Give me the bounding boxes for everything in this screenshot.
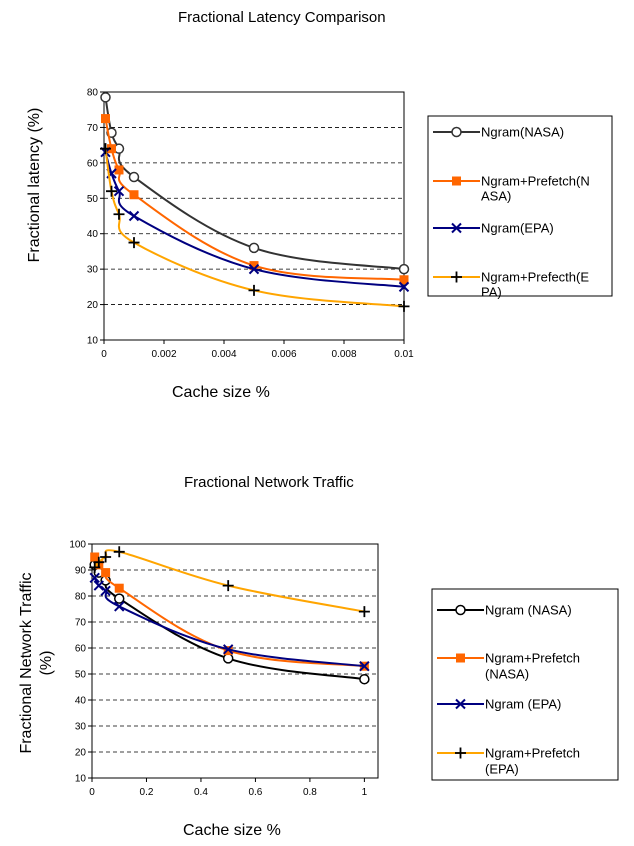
chart1-title: Fractional Latency Comparison [178,9,386,26]
chart2-y-tick-label: 10 [75,774,87,785]
chart1-series-line-2 [104,118,405,281]
chart1-legend-label: ASA) [481,189,511,204]
chart1-series-3-point [248,263,260,275]
chart1-x-tick-label: 0.002 [151,349,176,360]
chart1-y-tick-label: 10 [87,336,99,347]
chart1-series-2-point [114,165,124,175]
chart1-x-tick-label: 0.01 [394,349,414,360]
chart2-series-line-4 [93,549,365,613]
chart1-series-1-point [128,171,140,183]
chart1-legend-label: PA) [481,285,502,300]
chart2-series-1-point [222,653,234,664]
chart2-x-axis-label: Cache size % [183,822,281,839]
chart1-series-2-point [129,190,139,200]
chart1-series-4-point [128,237,140,249]
chart1-x-tick-label: 0 [101,349,107,360]
chart2-series-4-point [358,606,370,618]
chart2-y-tick-label: 60 [75,644,87,655]
chart2-y-tick-label: 70 [75,618,87,629]
chart1-y-tick-label: 40 [87,229,99,240]
chart1-series-2-point [399,275,409,285]
chart2-legend-label: Ngram+Prefetch [485,651,580,666]
chart2-x-tick-label: 0.8 [303,787,317,798]
chart2-series-3-point [89,572,100,584]
chart2-legend-label: Ngram+Prefetch [485,746,580,761]
chart2-y-tick-label: 30 [75,722,87,733]
chart2-series-3-point [359,660,370,672]
chart2-series-4-point [222,580,234,592]
chart2-legend-marker [456,653,465,663]
chart2-series-4-point [100,551,112,563]
chart2-x-tick-label: 0 [89,787,95,798]
chart2-series-3-point [114,601,125,612]
chart1-y-tick-label: 50 [87,194,99,205]
chart1-y-tick-label: 20 [87,300,99,311]
chart1-series-4-point [106,185,117,197]
chart2-legend-label: (NASA) [485,667,529,682]
chart1-series-4-point [113,208,125,220]
chart2-y-tick-label: 50 [75,670,87,681]
chart2-x-tick-label: 0.4 [194,787,208,798]
chart2-title: Fractional Network Traffic [184,474,354,491]
chart1-legend-box [427,115,613,297]
chart2-series-4-point [113,546,125,558]
chart1-legend-marker [452,176,461,186]
chart1-series-1-point [398,263,410,275]
chart1-series-1-point [100,92,111,103]
chart2-y-tick-label: 20 [75,748,87,759]
chart1-legend-label: Ngram+Prefetch(N [481,174,590,189]
chart2-y-tick-label: 80 [75,592,87,603]
chart1-series-1-point [248,242,260,254]
chart1-legend-marker [451,126,462,138]
chart2-y-tick-label: 40 [75,696,87,707]
chart2: 10 20 30 40 50 60 70 80 90 100 0 0.2 0.4 0.6 0.8 1 Ngram… [69,540,619,798]
chart1-y-tick-label: 30 [87,265,99,276]
chart1-x-tick-label: 0.004 [211,349,236,360]
chart2-series-3-point [100,585,111,597]
chart2-series-2-point [90,552,100,562]
chart2-series-1-point [359,673,370,685]
chart2-y-tick-label: 90 [75,566,87,577]
chart2-series-3-point [93,580,105,591]
chart1-series-2-point [249,261,259,271]
chart1-series-2-point [107,144,116,154]
chart1-series-4-point [398,300,410,312]
chart2-x-tick-label: 1 [362,787,368,798]
chart2-series-2-point [101,568,111,578]
chart1-x-axis-label: Cache size % [172,384,270,401]
chart1-series-3-point [398,281,410,293]
chart2-legend-marker [455,604,466,616]
chart2-legend-box [431,588,619,781]
chart1-legend-marker [451,222,462,234]
chart1-y-tick-label: 70 [87,123,99,134]
chart1-legend-label: Ngram+Prefecth(E [481,270,589,285]
chart1-series-2-point [101,114,110,124]
chart2-y-tick-label: 100 [69,540,86,551]
chart1-legend-label: Ngram(NASA) [481,125,564,140]
chart1-series-4-point [100,143,111,155]
chart1-x-tick-label: 0.008 [331,349,356,360]
chart2-legend-marker [455,747,466,759]
chart2-x-tick-label: 0.2 [140,787,154,798]
chart2-legend-marker [455,698,466,710]
chart1-series-4-point [248,284,260,296]
chart2-legend-label: Ngram (EPA) [485,697,561,712]
chart1-legend-label: Ngram(EPA) [481,221,554,236]
chart2-series-4-point [93,556,105,568]
chart1-x-tick-label: 0.006 [271,349,296,360]
chart2-legend-label: Ngram (NASA) [485,603,572,618]
chart2-legend-label: (EPA) [485,762,519,777]
chart1-series-3-point [128,210,140,222]
chart2-x-tick-label: 0.6 [248,787,262,798]
chart1-y-tick-label: 60 [87,158,99,169]
chart1-y-tick-label: 80 [87,88,99,99]
chart2-series-3-point [222,644,234,655]
chart1-series-3-point [113,185,125,197]
chart2-series-2-point [114,583,124,593]
chart1: 10 20 30 40 50 60 70 80 0 0.002 0.004 0.006 0.008 0.0… [87,88,613,360]
chart1-legend-marker [451,271,462,283]
chart2-series-1-point [113,593,125,604]
